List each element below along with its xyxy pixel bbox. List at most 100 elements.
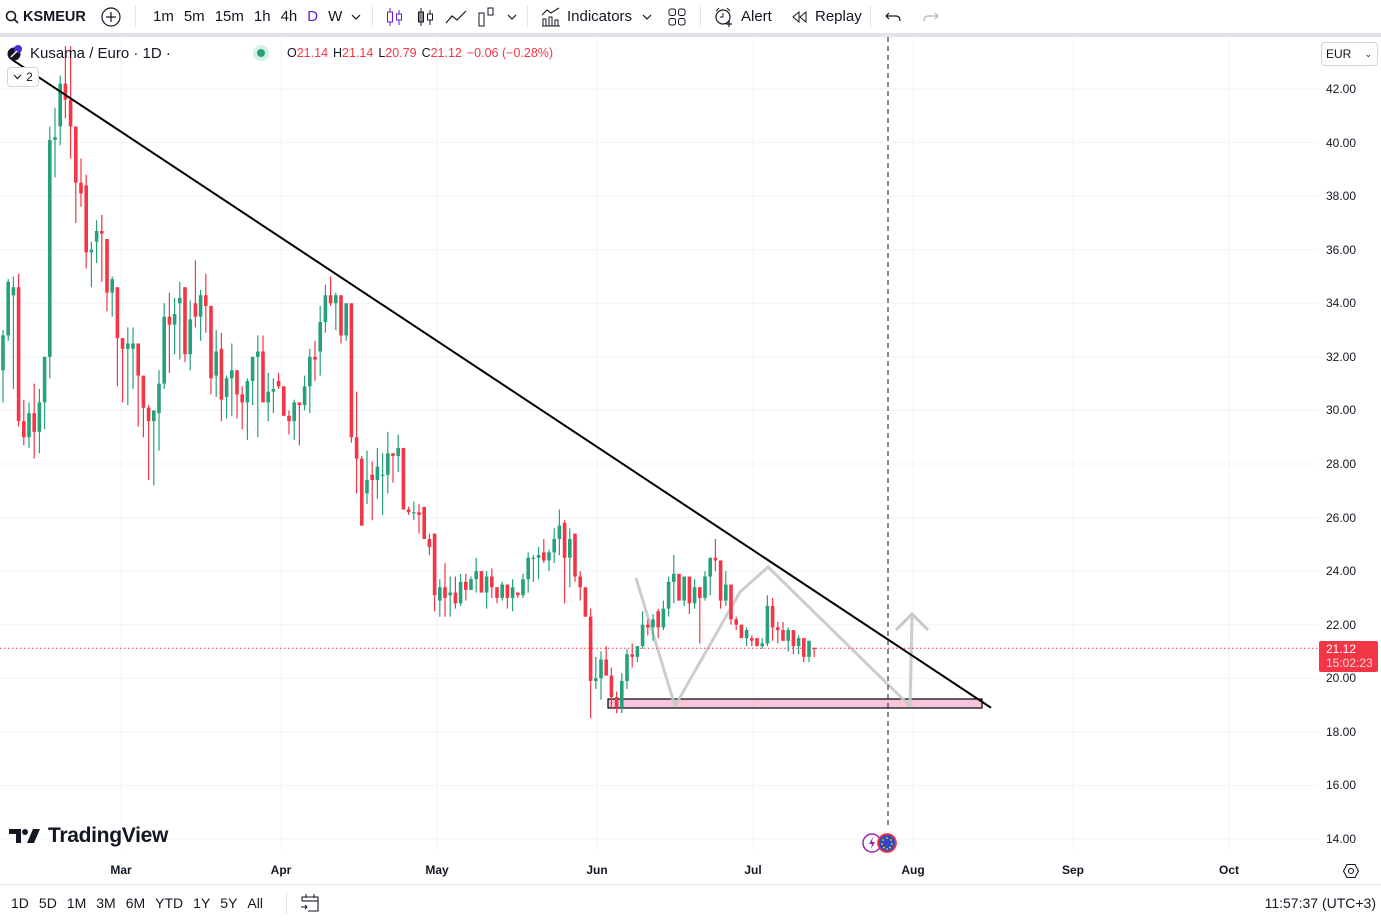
redo-button[interactable] xyxy=(922,0,940,33)
timezone-clock[interactable]: 11:57:37 (UTC+3) xyxy=(1264,895,1376,911)
replay-button[interactable]: Replay xyxy=(791,0,862,33)
candle xyxy=(297,402,302,406)
candle xyxy=(230,370,234,379)
range-button-1m[interactable]: 1M xyxy=(66,895,87,911)
indicators-dropdown[interactable] xyxy=(642,0,652,33)
interval-tab-1h[interactable]: 1h xyxy=(253,8,271,25)
candle xyxy=(417,512,421,515)
rewind-icon xyxy=(792,10,807,23)
candle xyxy=(578,576,582,588)
interval-dropdown[interactable] xyxy=(351,0,361,33)
range-button-3m[interactable]: 3M xyxy=(96,895,116,911)
candle xyxy=(157,383,161,414)
candle xyxy=(536,555,541,558)
descending-trendline[interactable] xyxy=(11,58,992,709)
range-button-ytd[interactable]: YTD xyxy=(155,895,184,911)
currency-label: EUR xyxy=(1326,47,1352,61)
interval-tab-W[interactable]: W xyxy=(328,8,343,25)
alert-button[interactable]: Alert xyxy=(713,0,772,33)
candle xyxy=(84,185,88,253)
interval-tab-15m[interactable]: 15m xyxy=(214,8,244,25)
series-title[interactable]: Kusama / Euro · 1D · xyxy=(30,44,171,62)
chart-settings-button[interactable] xyxy=(1342,863,1360,884)
chart-pane[interactable]: Kusama / Euro · 1D · O21.14 H21.14 L20.7… xyxy=(0,37,1381,885)
candle xyxy=(334,295,338,304)
divider xyxy=(286,893,287,914)
interval-tab-1m[interactable]: 1m xyxy=(153,8,174,25)
candle xyxy=(802,638,806,657)
economic-events-markers[interactable] xyxy=(861,832,901,854)
open-value: 21.14 xyxy=(296,46,329,60)
candle xyxy=(661,608,666,628)
line-chart-button[interactable] xyxy=(445,0,467,33)
indicators-button[interactable]: Indicators xyxy=(541,0,632,33)
indicators-collapse-button[interactable]: 2 xyxy=(7,67,39,87)
candle xyxy=(183,287,187,355)
candle xyxy=(1,335,5,371)
go-to-date-button[interactable] xyxy=(300,893,320,916)
brand-name: TradingView xyxy=(48,824,169,847)
candle xyxy=(609,675,614,698)
range-button-1y[interactable]: 1Y xyxy=(193,895,211,911)
interval-tab-D[interactable]: D xyxy=(307,8,319,25)
layout-templates-button[interactable] xyxy=(668,0,686,33)
candle xyxy=(786,630,790,641)
range-button-all[interactable]: All xyxy=(247,895,263,911)
price-tick-label: 14.00 xyxy=(1326,832,1357,846)
candle xyxy=(105,239,109,293)
eu-flag-event-icon[interactable] xyxy=(877,833,897,853)
candle xyxy=(568,539,572,558)
candle xyxy=(37,402,42,432)
candle xyxy=(282,386,286,416)
interval-tab-5m[interactable]: 5m xyxy=(183,8,205,25)
compare-symbol-button[interactable] xyxy=(100,0,122,33)
range-button-1d[interactable]: 1D xyxy=(11,895,29,911)
candle xyxy=(703,576,707,598)
candle xyxy=(193,303,198,317)
candle xyxy=(214,351,218,376)
candle xyxy=(422,506,426,539)
tradingview-logo[interactable]: TradingView xyxy=(9,824,168,848)
market-status-indicator[interactable] xyxy=(253,45,269,61)
undo-button[interactable] xyxy=(884,0,902,33)
candle xyxy=(89,249,94,253)
divider xyxy=(135,6,136,27)
candles-chart-type-button[interactable] xyxy=(385,0,405,33)
candle xyxy=(807,640,811,657)
candle xyxy=(63,83,68,100)
candle xyxy=(152,410,156,422)
support-zone-rectangle[interactable] xyxy=(607,698,983,709)
projection-path[interactable] xyxy=(634,565,914,708)
redo-icon xyxy=(923,12,939,21)
interval-tab-4h[interactable]: 4h xyxy=(280,8,298,25)
range-button-5d[interactable]: 5D xyxy=(38,895,57,911)
hollow-candles-icon xyxy=(418,7,433,26)
candle xyxy=(386,453,390,475)
chart-type-dropdown[interactable] xyxy=(507,0,517,33)
symbol-search-button[interactable]: KSMEUR xyxy=(5,0,86,33)
range-button-6m[interactable]: 6M xyxy=(125,895,146,911)
candle xyxy=(682,576,686,601)
candle xyxy=(22,421,26,438)
price-tick-label: 34.00 xyxy=(1326,296,1357,311)
candle xyxy=(531,557,536,559)
price-chart[interactable] xyxy=(0,37,1381,885)
candle xyxy=(198,295,203,317)
candle xyxy=(427,539,432,548)
hollow-candles-button[interactable] xyxy=(416,0,436,33)
candle xyxy=(6,281,10,336)
candle xyxy=(490,576,494,588)
toolbar-border xyxy=(0,33,1381,37)
time-tick-label: Oct xyxy=(1218,863,1240,877)
candle xyxy=(765,605,770,644)
bars-chart-button[interactable] xyxy=(477,0,495,33)
currency-selector[interactable]: EUR ⌄ xyxy=(1321,42,1378,66)
candle xyxy=(302,386,307,406)
last-price-value: 21.12 xyxy=(1326,642,1357,656)
candle xyxy=(110,279,114,293)
candle xyxy=(136,343,140,376)
candle xyxy=(354,437,359,459)
range-button-5y[interactable]: 5Y xyxy=(220,895,238,911)
indicators-label: Indicators xyxy=(567,8,633,25)
time-tick-label: Jun xyxy=(586,863,608,877)
